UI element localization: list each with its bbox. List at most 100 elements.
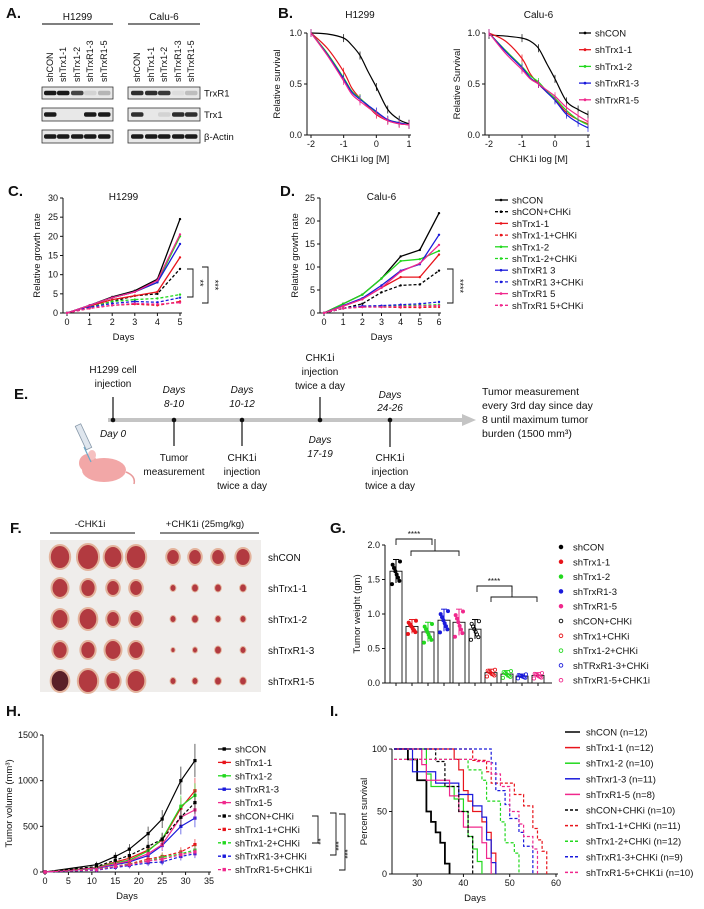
growth-series <box>44 790 196 873</box>
legend-marker <box>499 268 503 272</box>
legend-label: shTrxR1-5+CHK1i <box>235 865 312 876</box>
legend-marker <box>558 633 564 639</box>
legend-label: shTrxR1-3 <box>595 79 639 90</box>
dose-response-curve <box>488 34 589 116</box>
significance-bracket <box>187 268 194 298</box>
timeline-point <box>317 417 323 423</box>
x-tick-label: 15 <box>110 876 120 886</box>
y-tick-label: 0 <box>53 308 58 318</box>
timeline-arrowhead <box>462 414 476 426</box>
row-label: shCON <box>268 553 301 564</box>
tumor-specimen <box>124 544 148 570</box>
legend-marker <box>222 800 226 805</box>
legend-marker <box>499 222 503 225</box>
y-tick-label: 500 <box>23 821 38 831</box>
tumor-specimen <box>239 615 247 623</box>
growth-series <box>44 809 196 873</box>
event-label: injection <box>302 367 339 378</box>
legend-marker <box>499 198 503 202</box>
tumor-specimen <box>75 543 101 571</box>
y-tick-label: 25 <box>305 193 315 203</box>
data-point <box>418 257 422 261</box>
protein-band <box>158 112 171 117</box>
x-axis-label: Days <box>113 332 135 343</box>
data-point <box>111 302 114 305</box>
y-tick-label: 0 <box>310 308 315 318</box>
growth-series <box>44 817 196 873</box>
significance-stars: **** <box>455 279 465 294</box>
dose-response-curve <box>488 32 589 129</box>
data-point <box>437 304 441 307</box>
x-tick-label: -1 <box>518 139 526 149</box>
lane-label: shTrxR1-3 <box>173 40 183 82</box>
x-tick-label: 30 <box>412 878 422 888</box>
data-point <box>341 304 345 308</box>
data-point <box>437 243 441 247</box>
panel-label-G: G. <box>330 520 346 537</box>
timeline-point <box>171 417 177 423</box>
significance-stars: *** <box>210 280 220 291</box>
protocol-text: burden (1500 mm³) <box>482 428 572 440</box>
data-point <box>492 667 497 672</box>
data-point <box>437 630 442 635</box>
data-point <box>178 242 182 246</box>
data-point <box>405 632 410 637</box>
data-point <box>437 253 441 256</box>
blot-strip <box>41 107 114 122</box>
y-tick-label: 1.5 <box>367 575 380 585</box>
legend-label: shTrxR1 5+CHKi <box>512 301 583 312</box>
y-tick-label: 1500 <box>18 730 38 740</box>
x-axis-label: CHK1i log [M] <box>509 154 568 165</box>
y-tick-label: 20 <box>48 231 58 241</box>
legend-label: shTrx1-2 <box>573 572 610 583</box>
day-label: 10-12 <box>229 399 255 410</box>
tumor-specimen <box>169 615 177 623</box>
data-point <box>437 211 441 215</box>
blot-strip <box>127 107 201 122</box>
data-point <box>516 672 521 677</box>
data-point <box>421 640 426 645</box>
legend-marker <box>499 304 503 307</box>
data-point <box>380 284 383 287</box>
lane-label: shTrxR1-5 <box>99 40 109 82</box>
x-tick-label: 0 <box>42 876 47 886</box>
legend-marker <box>558 663 564 668</box>
legend-label: shTrx1-1 <box>595 45 632 56</box>
legend-marker <box>499 257 503 260</box>
lane-label: shCON <box>45 52 55 82</box>
y-axis-label: Relative Survival <box>452 49 463 120</box>
x-tick-label: 50 <box>505 878 515 888</box>
data-point <box>468 637 473 642</box>
data-point <box>460 631 465 636</box>
legend-label: shCON <box>595 29 626 40</box>
day-label: Days <box>231 385 254 396</box>
legend-marker <box>558 618 564 624</box>
data-point <box>88 304 91 307</box>
tumor-specimen <box>214 583 222 593</box>
tumor-specimen <box>214 645 222 655</box>
legend-label: shCON (n=12) <box>586 728 648 739</box>
protein-label: TrxR1 <box>204 89 230 100</box>
data-point <box>380 277 383 280</box>
significance-bracket <box>476 585 513 592</box>
data-point <box>485 668 490 673</box>
legend-label: shTrx1-1 <box>573 557 610 568</box>
legend-label: shTrxR1-3 <box>573 587 617 598</box>
tumor-specimen <box>105 579 121 597</box>
panel-label-A: A. <box>6 5 21 22</box>
group-label: +CHK1i (25mg/kg) <box>166 519 244 530</box>
legend-label: shTrxr1-3 (n=11) <box>586 774 656 785</box>
legend-marker <box>583 98 587 102</box>
data-point <box>508 669 513 674</box>
protein-label: β-Actin <box>204 132 234 143</box>
mouse-ear-icon <box>88 450 96 460</box>
timeline-point <box>387 417 393 423</box>
legend-marker <box>558 589 564 594</box>
tumor-specimen <box>48 544 72 570</box>
protein-band <box>57 90 70 96</box>
y-tick-label: 2.0 <box>367 540 380 550</box>
data-point <box>418 304 422 308</box>
y-tick-label: 0 <box>382 869 387 879</box>
data-point <box>394 572 399 577</box>
survival-curve <box>394 748 451 874</box>
